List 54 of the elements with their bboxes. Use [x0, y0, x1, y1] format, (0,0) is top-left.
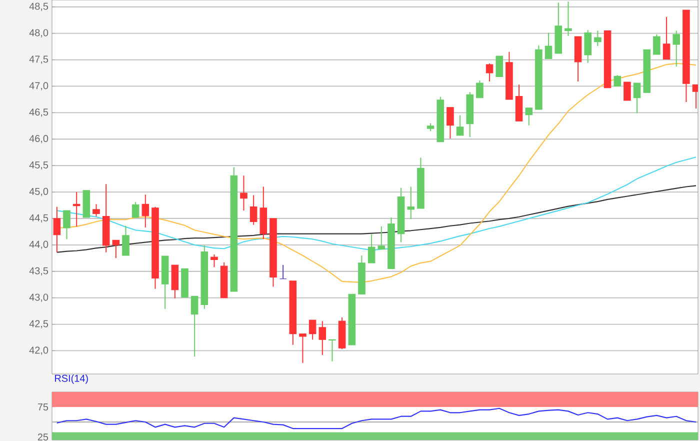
candlestick: [279, 264, 287, 280]
candlestick: [132, 202, 140, 218]
y-tick-label: 44,5: [29, 214, 48, 223]
y-tick-label: 48,0: [29, 29, 48, 38]
candlestick: [308, 320, 316, 340]
candlestick: [594, 30, 602, 47]
y-tick-label: 45,5: [29, 162, 48, 170]
candlestick: [446, 106, 454, 140]
y-tick-label: 75: [38, 404, 48, 410]
candlestick: [407, 186, 415, 220]
candlestick: [53, 206, 61, 253]
candlestick: [142, 194, 150, 228]
candlestick: [662, 16, 670, 60]
candlestick: [672, 30, 680, 68]
y-tick-label: 47,0: [29, 82, 48, 90]
y-tick-label: 48,5: [29, 2, 48, 11]
y-tick-label: 42,5: [29, 320, 48, 328]
candlestick: [190, 296, 198, 358]
y-tick-label: 46,5: [29, 108, 48, 117]
y-tick-label: 25: [38, 433, 48, 441]
candlestick: [496, 56, 504, 78]
candlestick: [240, 175, 248, 212]
candlestick: [112, 240, 120, 259]
y-tick-label: 43,5: [29, 267, 48, 276]
y-tick-label: 42,0: [29, 346, 48, 355]
candlestick: [614, 74, 622, 87]
y-tick-label: 43,0: [29, 294, 48, 302]
candlestick: [525, 107, 533, 126]
candlestick: [72, 192, 80, 227]
candlestick: [692, 84, 698, 109]
candlestick: [299, 333, 306, 364]
candlestick: [544, 32, 552, 60]
candlestick: [92, 204, 100, 217]
chart-title: RSI(14): [55, 374, 88, 384]
candlestick: [328, 339, 336, 362]
candlestick: [378, 226, 386, 250]
candlestick: [564, 1, 572, 36]
candlestick: [456, 114, 464, 136]
candlestick: [368, 234, 376, 264]
candlestick: [122, 225, 130, 256]
y-tick-label: 45,0: [29, 188, 48, 196]
y-tick-label: 46,0: [29, 135, 48, 144]
candlestick: [318, 320, 326, 356]
candlestick: [476, 80, 484, 98]
candlestick: [63, 210, 70, 240]
candlestick: [653, 34, 660, 55]
candlestick: [633, 82, 641, 114]
y-tick-label: 47,5: [29, 56, 48, 64]
candlestick: [584, 30, 592, 64]
candlestick: [250, 194, 258, 226]
y-tick-label: 44,0: [29, 240, 48, 250]
candlestick: [624, 82, 631, 101]
candlestick: [486, 62, 494, 82]
candlestick: [210, 254, 218, 268]
